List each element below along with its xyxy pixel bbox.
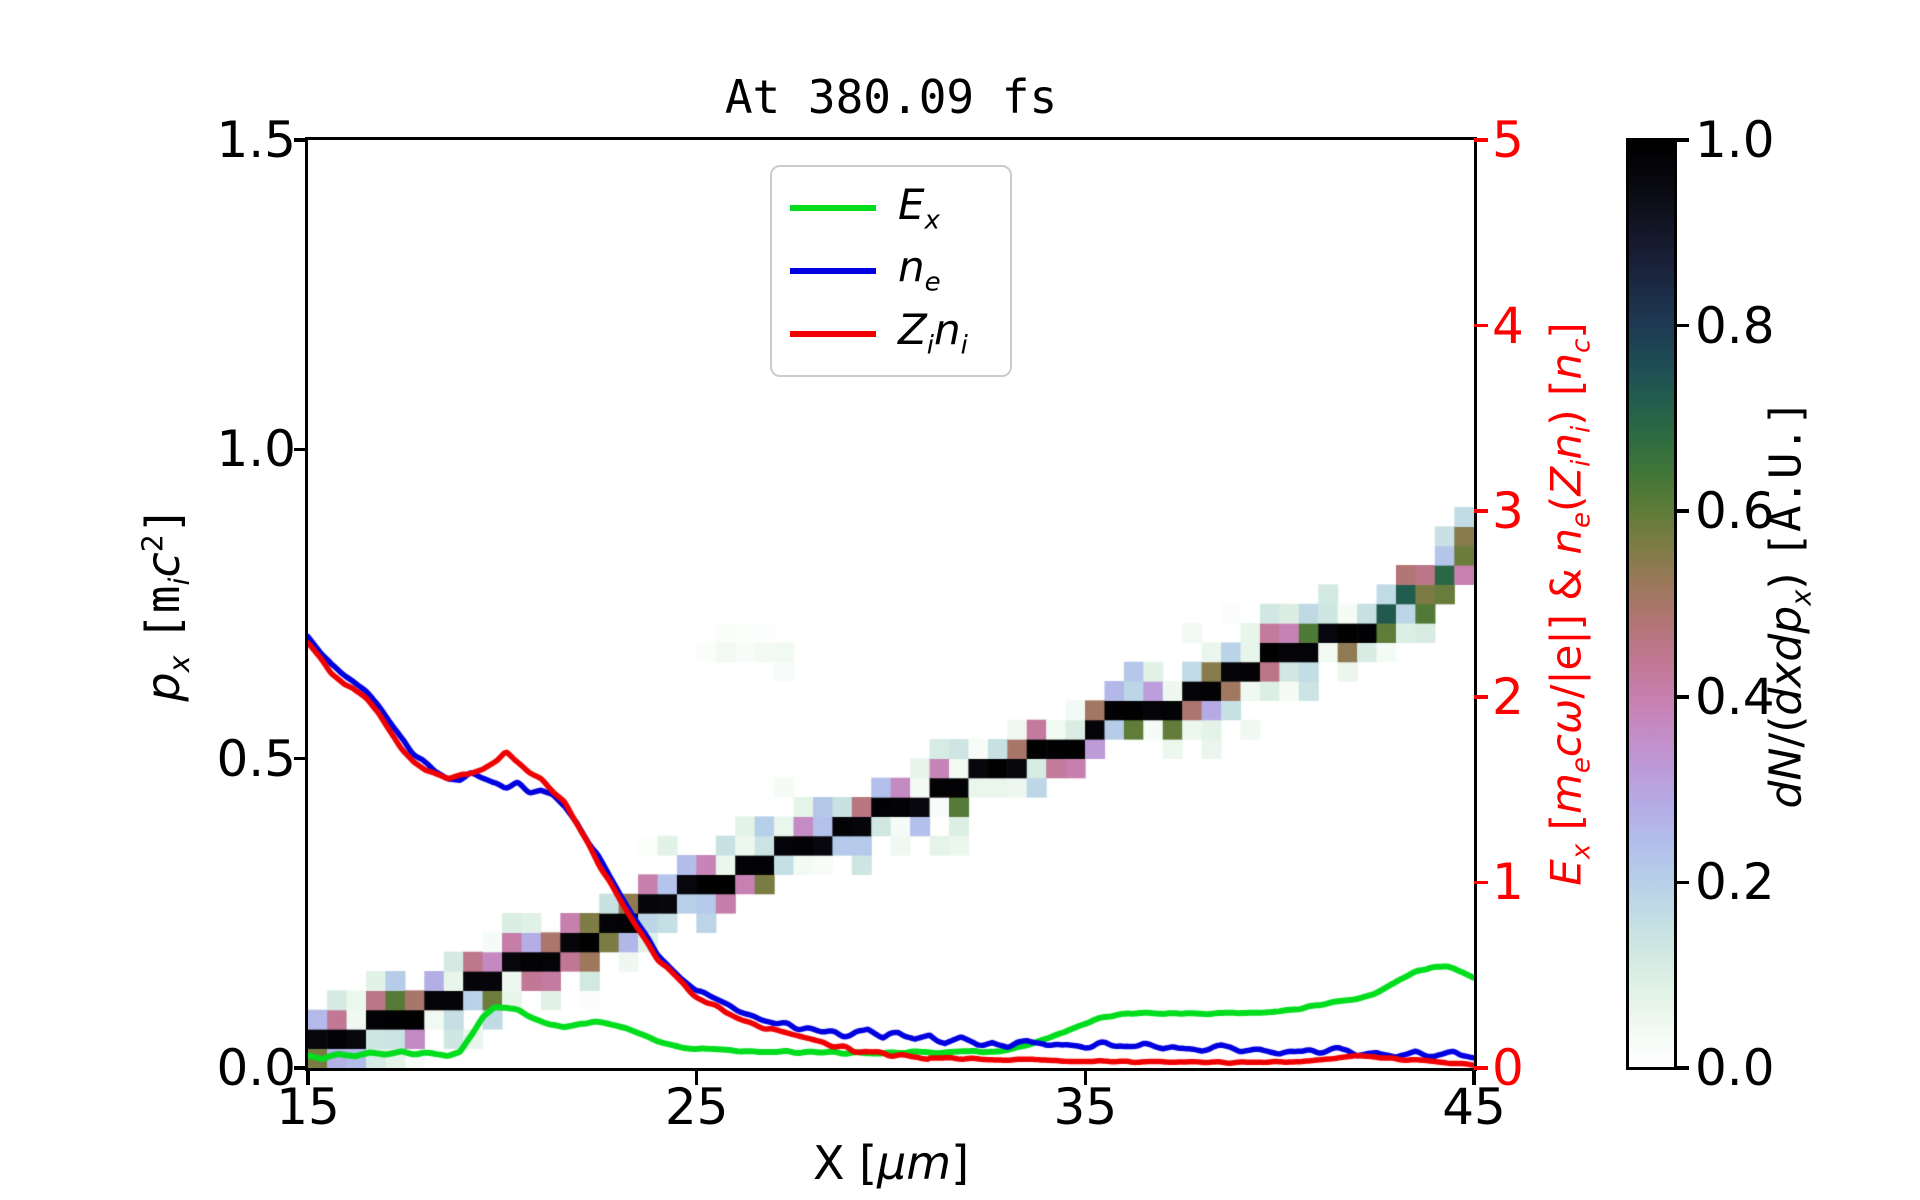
- y-axis-label-left: px [mic2]: [135, 506, 196, 702]
- y-left-tick-mark: [294, 1066, 308, 1070]
- colorbar-tick-mark: [1677, 509, 1689, 513]
- y-right-tick-label: 1: [1492, 853, 1524, 912]
- y-right-tick-mark: [1474, 695, 1488, 699]
- y-left-tick-label: 1.0: [216, 420, 296, 479]
- y-left-tick-label: 1.5: [216, 111, 296, 169]
- colorbar-tick-mark: [1677, 880, 1689, 885]
- x-tick-label: 35: [1053, 1078, 1118, 1136]
- legend-label-Zini: Zini: [898, 304, 968, 361]
- y-right-tick-label: 5: [1492, 111, 1524, 169]
- colorbar-tick-mark: [1677, 1066, 1689, 1070]
- colorbar-tick-label: 1.0: [1695, 111, 1775, 169]
- colorbar-tick-label: 0.8: [1695, 296, 1775, 355]
- y-left-tick-mark: [294, 138, 308, 142]
- colorbar-tick-label: 0.2: [1695, 853, 1775, 912]
- x-tick-label: 15: [276, 1078, 340, 1136]
- x-axis-label: X [μm]: [812, 1136, 970, 1190]
- y-left-tick-mark: [294, 447, 308, 452]
- colorbar-tick-mark: [1677, 138, 1689, 142]
- legend-item-Zini: Zini: [772, 304, 1010, 361]
- x-tick-mark: [1083, 1071, 1088, 1085]
- x-tick-label: 25: [664, 1078, 729, 1136]
- y-left-tick-label: 0.5: [216, 729, 296, 788]
- colorbar: [1626, 138, 1677, 1070]
- legend-item-ne: ne: [772, 242, 1010, 298]
- x-tick-mark: [694, 1071, 699, 1085]
- x-tick-mark: [1472, 1071, 1476, 1085]
- y-right-tick-label: 0: [1492, 1039, 1524, 1097]
- y-axis-label-right: Ex [mecω/|e|] & ne(Zini) [nc]: [1541, 322, 1597, 886]
- y-right-tick-mark: [1474, 1066, 1488, 1070]
- legend-item-Ex: Ex: [772, 179, 1010, 235]
- y-left-tick-label: 0.0: [216, 1039, 296, 1097]
- y-right-tick-mark: [1474, 880, 1488, 885]
- x-tick-label: 45: [1442, 1078, 1506, 1136]
- legend-label-Ex: Ex: [898, 179, 940, 235]
- colorbar-tick-label: 0.0: [1695, 1039, 1775, 1097]
- colorbar-tick-mark: [1677, 323, 1689, 328]
- legend-swatch-Zini: [790, 330, 876, 337]
- y-right-tick-mark: [1474, 509, 1488, 513]
- colorbar-tick-mark: [1677, 695, 1689, 699]
- y-right-tick-mark: [1474, 323, 1488, 328]
- y-right-tick-label: 4: [1492, 296, 1524, 355]
- colorbar-label: dN/(dxdpx) [A.U.]: [1760, 399, 1818, 809]
- legend: Ex ne Zini: [770, 165, 1012, 377]
- y-left-tick-mark: [294, 756, 308, 761]
- chart-title: At 380.09 fs: [724, 70, 1058, 124]
- colorbar-tick-label: 0.4: [1695, 667, 1775, 726]
- y-right-tick-label: 2: [1492, 667, 1524, 726]
- y-right-tick-mark: [1474, 138, 1488, 142]
- y-right-tick-label: 3: [1492, 482, 1524, 541]
- legend-swatch-Ex: [790, 205, 876, 212]
- colorbar-tick-label: 0.6: [1695, 482, 1775, 541]
- legend-label-ne: ne: [898, 242, 941, 298]
- x-tick-mark: [306, 1071, 310, 1085]
- legend-swatch-ne: [790, 267, 876, 274]
